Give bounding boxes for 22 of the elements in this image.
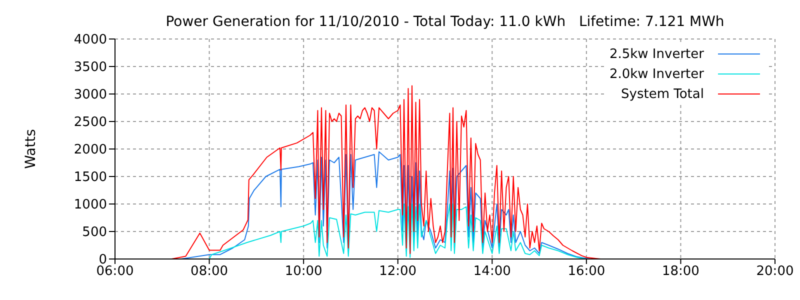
x-tick-label: 08:00 [190, 264, 228, 280]
x-tick-label: 16:00 [568, 264, 606, 280]
x-tick-label: 12:00 [379, 264, 417, 280]
y-tick-label: 3500 [74, 60, 107, 76]
x-tick-label: 20:00 [756, 264, 794, 280]
y-tick-label: 4000 [74, 32, 107, 48]
chart-title: Power Generation for 11/10/2010 - Total Today: 11.0 kWh Lifetime: 7.121 MWh [164, 14, 726, 30]
y-tick-label: 1500 [74, 170, 107, 186]
x-tick-label: 06:00 [96, 264, 134, 280]
x-tick-label: 18:00 [662, 264, 700, 280]
x-tick-label: 10:00 [284, 264, 322, 280]
y-tick-label: 1000 [74, 198, 107, 213]
x-tick-label: 14:00 [473, 264, 511, 280]
y-tick-label: 500 [82, 225, 107, 240]
y-tick-label: 3000 [74, 88, 107, 103]
y-tick-label: 2500 [74, 115, 107, 130]
y-tick-label: 2000 [74, 142, 107, 158]
legend-label: 2.0kw Inverter [609, 66, 704, 82]
legend-label: 2.5kw Inverter [609, 46, 704, 62]
line-series [208, 204, 587, 259]
y-axis-title: Watts [22, 129, 39, 169]
legend-label: System Total [621, 86, 704, 102]
